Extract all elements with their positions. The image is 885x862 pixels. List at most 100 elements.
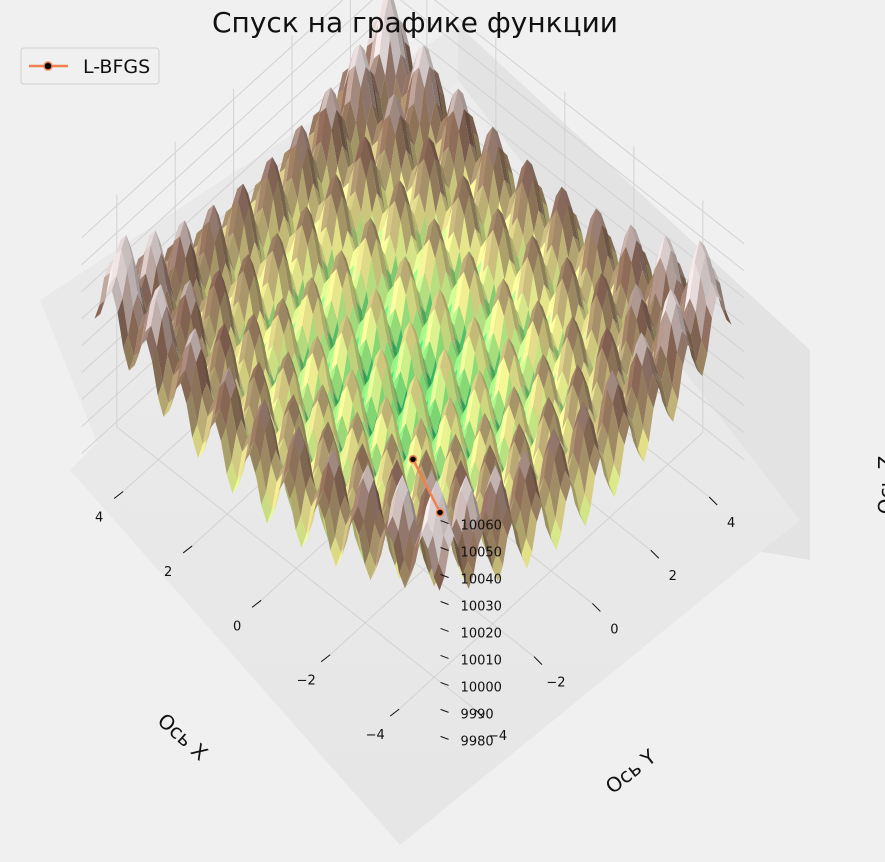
surface-facet (219, 323, 231, 359)
surface-facet (583, 416, 595, 463)
surface-facet (370, 347, 382, 374)
surface-facet (540, 502, 552, 540)
surface-facet (442, 110, 454, 154)
surface-facet (179, 342, 191, 377)
surface-facet (348, 304, 359, 344)
surface-facet (185, 342, 197, 391)
surface-facet (283, 351, 294, 387)
surface-facet (453, 271, 464, 315)
surface-facet (482, 149, 494, 205)
surface-facet (378, 99, 389, 141)
surface-facet (409, 518, 420, 547)
surface-facet (394, 180, 406, 222)
surface-facet (359, 44, 371, 73)
surface-facet (464, 143, 476, 186)
surface-facet (455, 475, 466, 504)
surface-facet (421, 449, 432, 482)
surface-facet (578, 434, 590, 495)
surface-facet (229, 366, 241, 400)
surface-facet (180, 294, 191, 345)
surface-facet (296, 125, 308, 167)
surface-facet (509, 386, 520, 421)
surface-facet (260, 431, 271, 492)
surface-facet (379, 114, 390, 156)
surface-facet (436, 117, 448, 174)
surface-facet (390, 0, 400, 24)
surface-facet (150, 284, 161, 305)
surface-facet (386, 433, 398, 466)
surface-facet (597, 225, 608, 278)
surface-facet (405, 392, 417, 442)
surface-facet (489, 444, 501, 471)
surface-facet (620, 224, 631, 259)
surface-facet (133, 323, 145, 357)
y-tick-label: −4 (488, 729, 507, 744)
surface-facet (385, 40, 396, 113)
surface-facet (291, 224, 302, 263)
surface-facet (321, 107, 332, 165)
surface-facet (468, 369, 480, 399)
surface-facet (371, 288, 382, 327)
surface-facet (339, 464, 350, 509)
surface-facet (416, 521, 428, 549)
surface-facet (695, 276, 707, 341)
surface-facet (505, 190, 516, 222)
surface-facet (259, 333, 271, 380)
surface-facet (375, 527, 386, 567)
surface-facet (423, 297, 434, 340)
surface-facet (574, 466, 585, 513)
surface-facet (389, 180, 400, 208)
surface-facet (515, 334, 527, 366)
surface-facet (290, 212, 302, 251)
surface-facet (366, 158, 377, 214)
surface-facet (475, 239, 487, 269)
surface-facet (395, 275, 406, 329)
surface-facet (661, 359, 673, 409)
surface-facet (429, 366, 440, 409)
surface-facet (277, 351, 289, 376)
surface-facet (160, 284, 172, 320)
surface-facet (366, 102, 378, 146)
surface-facet (537, 396, 549, 428)
surface-facet (365, 288, 376, 315)
surface-facet (448, 196, 459, 240)
surface-facet (359, 521, 370, 565)
surface-facet (331, 332, 342, 372)
surface-facet (393, 531, 405, 574)
surface-facet (357, 411, 368, 441)
surface-facet (313, 262, 325, 303)
surface-facet (507, 233, 519, 259)
surface-facet (195, 328, 206, 362)
surface-facet (364, 551, 376, 581)
surface-facet (151, 298, 162, 348)
surface-facet (175, 236, 186, 288)
surface-facet (486, 288, 498, 332)
surface-facet (317, 336, 329, 367)
surface-facet (209, 338, 220, 374)
surface-facet (368, 479, 380, 524)
surface-facet (382, 449, 393, 496)
surface-facet (330, 87, 342, 117)
surface-facet (448, 231, 460, 273)
y-tick-mark (533, 656, 543, 665)
surface-facet (347, 334, 359, 386)
surface-facet (621, 340, 632, 377)
surface-facet (592, 381, 603, 417)
surface-facet (482, 126, 493, 157)
surface-facet (464, 335, 475, 387)
surface-facet (642, 346, 653, 395)
surface-facet (559, 442, 570, 480)
z-tick-mark (440, 708, 449, 713)
surface-facet (277, 232, 289, 265)
surface-facet (381, 395, 393, 431)
surface-facet (302, 206, 313, 247)
surface-facet (325, 87, 337, 131)
surface-facet (354, 224, 365, 265)
surface-facet (458, 175, 470, 217)
surface-facet (450, 490, 462, 532)
surface-facet (379, 149, 391, 193)
surface-facet (602, 389, 613, 437)
surface-facet (481, 311, 492, 341)
surface-facet (443, 146, 455, 190)
surface-facet (386, 459, 397, 486)
